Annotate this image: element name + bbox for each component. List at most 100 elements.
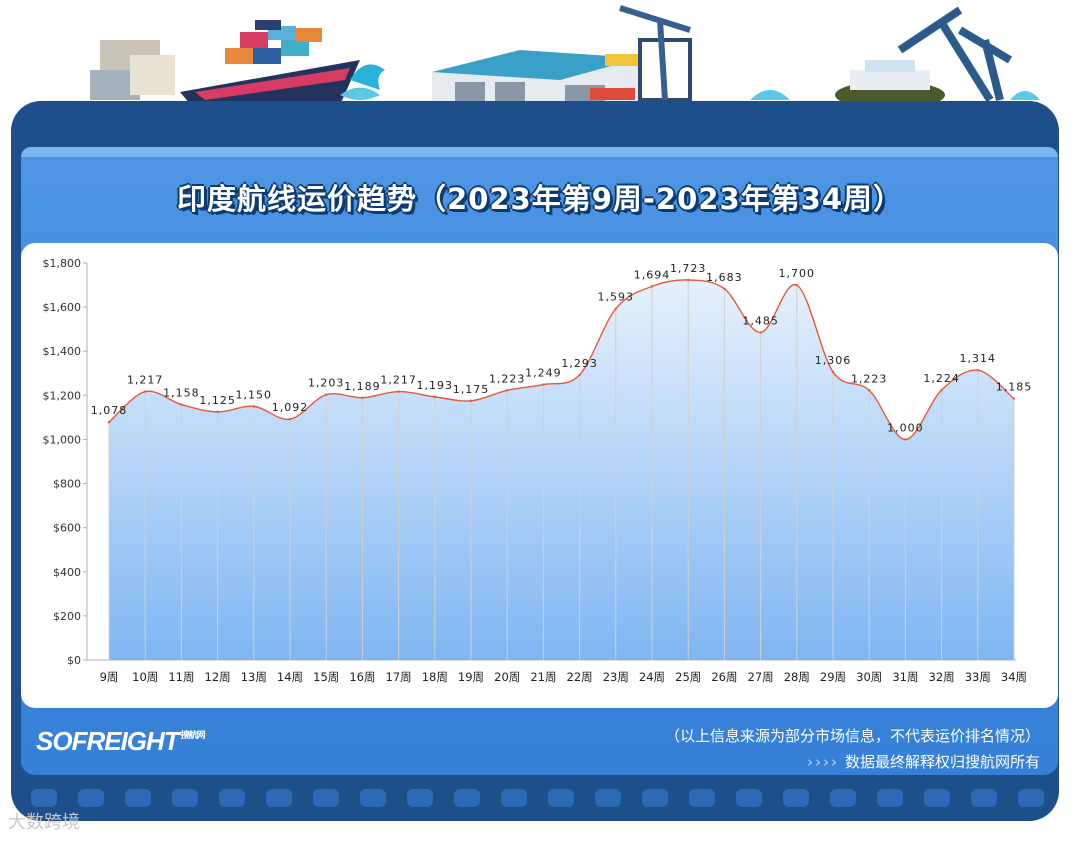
frame-tab (924, 789, 950, 807)
frame-tab (360, 789, 386, 807)
data-label: 1,125 (199, 394, 236, 407)
y-tick-label: $1,400 (43, 345, 82, 358)
y-tick-label: $600 (53, 522, 81, 535)
x-tick-label: 23周 (603, 670, 629, 684)
y-tick-label: $1,600 (43, 301, 82, 314)
x-tick-label: 17周 (386, 670, 412, 684)
x-tick-label: 13周 (241, 670, 267, 684)
frame-tab (1018, 789, 1044, 807)
data-label: 1,593 (598, 291, 635, 304)
data-label: 1,723 (670, 262, 707, 275)
data-label: 1,185 (996, 381, 1033, 394)
data-point (759, 331, 762, 334)
data-label: 1,175 (453, 383, 490, 396)
logo-sub: 搜航网 (180, 730, 206, 740)
data-label: 1,293 (561, 357, 598, 370)
data-point (904, 438, 907, 441)
frame-tab (313, 789, 339, 807)
data-point (180, 403, 183, 406)
data-point (506, 389, 509, 392)
y-tick-label: $400 (53, 566, 81, 579)
data-label: 1,150 (236, 388, 273, 401)
data-point (795, 283, 798, 287)
frame-tab (407, 789, 433, 807)
copyright-text: 数据最终解释权归搜航网所有 (844, 753, 1040, 771)
frame-tab (830, 789, 856, 807)
warehouse-illustration (432, 5, 692, 102)
data-label: 1,485 (742, 314, 779, 327)
header-illustration (90, 5, 1040, 110)
chart-title: 印度航线运价趋势（2023年第9周-2023年第34周） (177, 182, 903, 216)
frame-tab (736, 789, 762, 807)
frame-tab (877, 789, 903, 807)
frame-tab (642, 789, 668, 807)
x-tick-label: 32周 (929, 670, 955, 684)
x-tick-label: 16周 (349, 670, 375, 684)
x-tick-label: 27周 (748, 670, 774, 684)
x-tick-label: 33周 (965, 670, 991, 684)
data-point (542, 383, 545, 386)
data-label: 1,203 (308, 377, 345, 390)
x-tick-label: 15周 (313, 670, 339, 684)
port-crane-illustration (750, 6, 1040, 109)
data-point (469, 399, 473, 403)
data-point (361, 396, 364, 399)
x-tick-label: 31周 (892, 670, 918, 684)
data-label: 1,223 (489, 372, 526, 385)
x-tick-label: 24周 (639, 670, 665, 684)
data-point (723, 287, 726, 291)
data-label: 1,249 (525, 367, 562, 380)
frame-tab (548, 789, 574, 807)
x-tick-label: 9周 (100, 670, 119, 684)
frame-tab (219, 789, 245, 807)
data-point (144, 390, 147, 393)
y-tick-label: $0 (67, 654, 81, 667)
data-label: 1,683 (706, 271, 743, 284)
x-tick-label: 26周 (711, 670, 737, 684)
frame-tab (78, 789, 104, 807)
data-label: 1,314 (960, 352, 997, 365)
disclaimer-text: （以上信息来源为部分市场信息，不代表运价排名情况） (664, 727, 1040, 745)
data-point (687, 278, 690, 282)
data-label: 1,217 (127, 374, 164, 387)
frame-tab (971, 789, 997, 807)
data-point (288, 417, 292, 421)
arrow-icons: ›››› (806, 753, 839, 771)
data-point (1012, 397, 1016, 400)
data-label: 1,217 (380, 374, 417, 387)
x-tick-label: 20周 (494, 670, 520, 684)
frame-tab (783, 789, 809, 807)
data-point (433, 395, 436, 399)
chart-svg: $0 $200 $400 $600 $800 $1,000 $1,200 $1,400 $1,6… (43, 257, 1033, 684)
x-tick-label: 18周 (422, 670, 448, 684)
data-point (614, 307, 617, 310)
x-tick-label: 29周 (820, 670, 846, 684)
frame-tab (266, 789, 292, 807)
x-tick-label: 34周 (1001, 670, 1027, 684)
data-point (976, 368, 979, 372)
series-area (109, 279, 1014, 660)
y-tick-label: $800 (53, 478, 81, 491)
x-tick-label: 22周 (567, 670, 593, 684)
frame-tab (689, 789, 715, 807)
frame-tab (172, 789, 198, 807)
data-label: 1,092 (272, 401, 309, 414)
data-point (650, 285, 654, 288)
y-tick-label: $1,000 (43, 433, 82, 446)
data-label: 1,000 (887, 421, 924, 434)
cargo-ship-illustration (90, 20, 385, 110)
data-label: 1,306 (815, 354, 852, 367)
source-watermark: 大数跨境 (8, 812, 80, 833)
x-tick-label: 10周 (132, 670, 158, 684)
data-point (252, 405, 255, 408)
y-tick-label: $1,800 (43, 257, 82, 270)
data-label: 1,700 (779, 267, 816, 280)
y-tick-label: $200 (53, 610, 81, 623)
x-tick-label: 12周 (205, 670, 231, 684)
data-point (868, 389, 871, 392)
data-label: 1,223 (851, 372, 888, 385)
data-point (325, 393, 328, 396)
bottom-tabs (11, 781, 1059, 821)
data-point (831, 370, 835, 374)
data-label: 1,078 (91, 404, 128, 417)
